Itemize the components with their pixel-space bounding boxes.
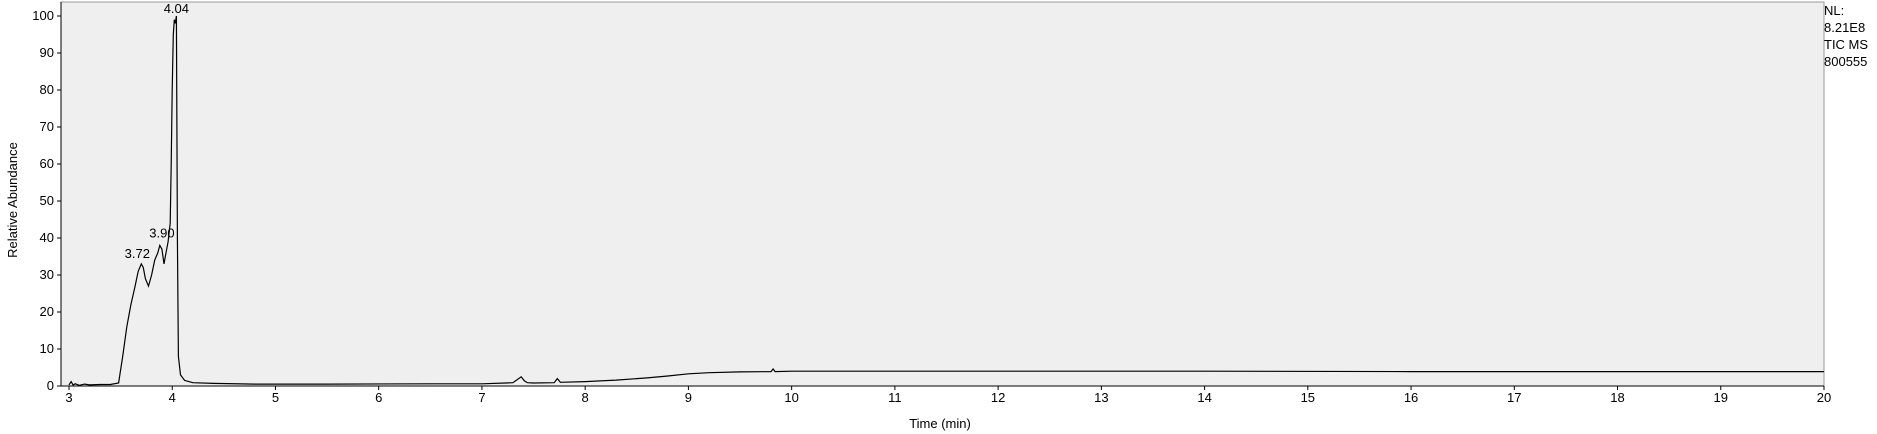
y-tick-label: 30 [40,267,54,282]
x-tick-label: 20 [1817,390,1831,405]
x-tick-label: 4 [169,390,176,405]
y-tick-label: 10 [40,341,54,356]
chromatogram-trace [68,15,1824,386]
x-tick-label: 13 [1094,390,1108,405]
y-tick-label: 60 [40,156,54,171]
x-tick-label: 6 [375,390,382,405]
peak-labels: 3.72 3.90 4.04 [125,1,189,261]
x-tick-label: 10 [784,390,798,405]
scan-type: TIC MS [1824,37,1869,52]
x-tick-label: 3 [65,390,72,405]
y-tick-label: 100 [32,8,54,23]
normalization-info: NL: 8.21E8 TIC MS 800555 [1824,2,1868,70]
x-tick-label: 5 [272,390,279,405]
y-axis-title: Relative Abundance [5,142,20,258]
y-tick-label: 70 [40,119,54,134]
y-tick-label: 40 [40,230,54,245]
y-tick-label: 20 [40,304,54,319]
x-tick-label: 17 [1507,390,1521,405]
x-tick-label: 12 [991,390,1005,405]
x-tick-label: 14 [1197,390,1211,405]
x-axis-title: Time (min) [909,416,971,431]
y-tick-label: 90 [40,45,54,60]
x-tick-label: 16 [1404,390,1418,405]
y-tick-label: 50 [40,193,54,208]
peak-label: 3.90 [149,225,174,240]
nl-label: NL: [1824,3,1845,18]
plot-area [60,1,1825,387]
x-tick-label: 18 [1610,390,1624,405]
x-tick-label: 8 [582,390,589,405]
x-tick-label: 19 [1714,390,1728,405]
x-tick-label: 9 [685,390,692,405]
axis-ticks [57,2,1825,390]
axis-tick-labels: 3 4 5 6 7 8 9 10 11 12 13 14 15 16 17 18 19 20 0 10 20 30 40 50… [32,8,1831,405]
nl-value: 8.21E8 [1824,20,1866,35]
y-tick-label: 0 [47,378,54,393]
file-id: 800555 [1824,54,1868,69]
x-tick-label: 7 [478,390,485,405]
peak-label: 4.04 [164,1,189,16]
x-tick-label: 15 [1301,390,1315,405]
x-tick-label: 11 [888,390,902,405]
peak-label: 3.72 [125,246,150,261]
y-tick-label: 80 [40,82,54,97]
